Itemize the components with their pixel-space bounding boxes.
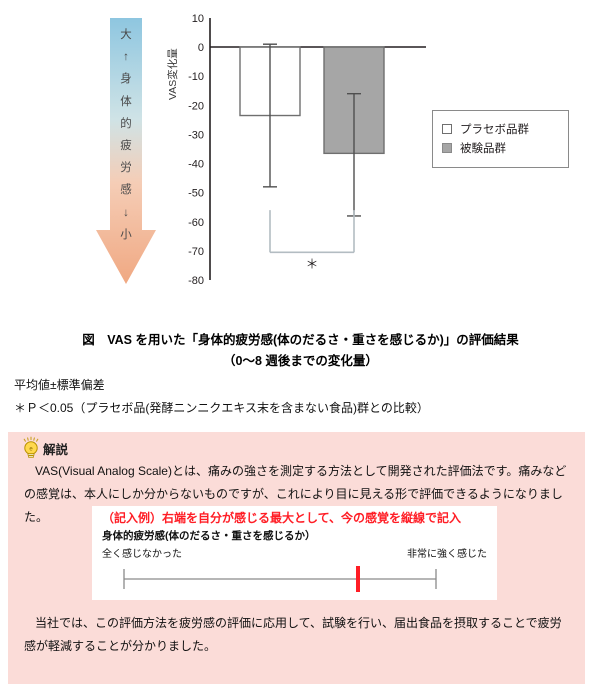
y-tick-label: -60	[188, 217, 204, 229]
y-tick-label: -50	[188, 188, 204, 200]
legend-label-placebo: プラセボ品群	[460, 124, 529, 136]
legend-swatch-filled-icon	[442, 143, 452, 153]
y-tick-label: -70	[188, 246, 204, 258]
arrow-char-4: 的	[120, 117, 132, 130]
arrow-char-9: 小	[120, 228, 132, 241]
statistics-notes: 平均値±標準偏差 ＊Ｐ＜0.05（プラセボ品(発酵ニンニクエキス末を含まない食品…	[14, 374, 584, 420]
explanation-title: 解説	[43, 442, 69, 457]
arrow-char-8: ↓	[123, 206, 129, 219]
svg-text:e: e	[29, 447, 33, 453]
significance-asterisk: ＊	[305, 256, 318, 271]
y-tick-label: -80	[188, 275, 204, 287]
legend-label-test: 被験品群	[460, 143, 506, 155]
legend-swatch-open-icon	[442, 124, 452, 134]
y-tick-label: -20	[188, 100, 204, 112]
arrow-char-0: 大	[120, 29, 132, 41]
vas-anchor-left: 全く感じなかった	[102, 549, 182, 560]
arrow-shape-icon	[96, 18, 156, 284]
arrow-char-5: 疲	[120, 140, 132, 153]
vas-marker	[356, 566, 360, 592]
bar-chart-svg: 10 0 -10 -20 -30 -40 -50 -60 -70 -80 ＊	[188, 13, 426, 287]
vas-example-card: （記入例）右端を自分が感じる最大として、今の感覚を縦線で記入 身体的疲労感(体の…	[92, 506, 497, 600]
arrow-char-7: 感	[120, 184, 132, 197]
explanation-paragraph-conclusion: 当社では、この評価方法を疲労感の評価に応用して、試験を行い、届出食品を摂取するこ…	[24, 616, 562, 653]
example-instruction: （記入例）右端を自分が感じる最大として、今の感覚を縦線で記入	[102, 511, 462, 525]
arrow-char-2: 身	[120, 73, 132, 86]
chart-legend: プラセボ品群 被験品群	[432, 110, 569, 168]
plot-area: 10 0 -10 -20 -30 -40 -50 -60 -70 -80 ＊	[168, 8, 428, 288]
caption-line-2: （0〜8 週後までの変化量）	[223, 354, 378, 368]
arrow-char-6: 労	[120, 162, 132, 175]
explanation-header: e 解説	[20, 436, 68, 460]
note-pvalue: ＊Ｐ＜0.05（プラセボ品(発酵ニンニクエキス末を含まない食品)群との比較）	[14, 401, 429, 415]
fatigue-scale-arrow: 大 ↑ 身 体 的 疲 労 感 ↓ 小	[96, 18, 156, 286]
y-tick-label: -40	[188, 159, 204, 171]
example-subtitle: 身体的疲労感(体のだるさ・重さを感じるか）	[102, 530, 316, 542]
legend-item-test: 被験品群	[442, 140, 559, 156]
arrow-label-stack: 大 ↑ 身 体 的 疲 労 感 ↓ 小	[96, 24, 156, 246]
explanation-panel: e 解説 VAS(Visual Analog Scale)とは、痛みの強さを測定…	[8, 432, 585, 684]
y-tick-label: 10	[192, 13, 204, 25]
chart-figure: 大 ↑ 身 体 的 疲 労 感 ↓ 小 VAS変化量 10 0 -10 -20 -30-…	[0, 0, 601, 312]
arrow-char-1: ↑	[123, 51, 129, 64]
y-tick-label: 0	[198, 42, 204, 54]
y-tick-label: -30	[188, 129, 204, 141]
arrow-char-3: 体	[120, 95, 132, 108]
note-mean-sd: 平均値±標準偏差	[14, 378, 105, 392]
figure-caption: 図 VAS を用いた「身体的疲労感(体のだるさ・重さを感じるか)」の評価結果 （…	[0, 330, 601, 372]
explanation-paragraph-vas: VAS(Visual Analog Scale)とは、痛みの強さを測定する方法と…	[24, 464, 567, 524]
caption-line-1: 図 VAS を用いた「身体的疲労感(体のだるさ・重さを感じるか)」の評価結果	[82, 333, 519, 347]
vas-anchor-right: 非常に強く感じた	[407, 549, 487, 560]
lightbulb-icon: e	[23, 436, 39, 458]
legend-item-placebo: プラセボ品群	[442, 121, 559, 137]
y-tick-label: -10	[188, 71, 204, 83]
vas-scale-line	[123, 566, 437, 592]
